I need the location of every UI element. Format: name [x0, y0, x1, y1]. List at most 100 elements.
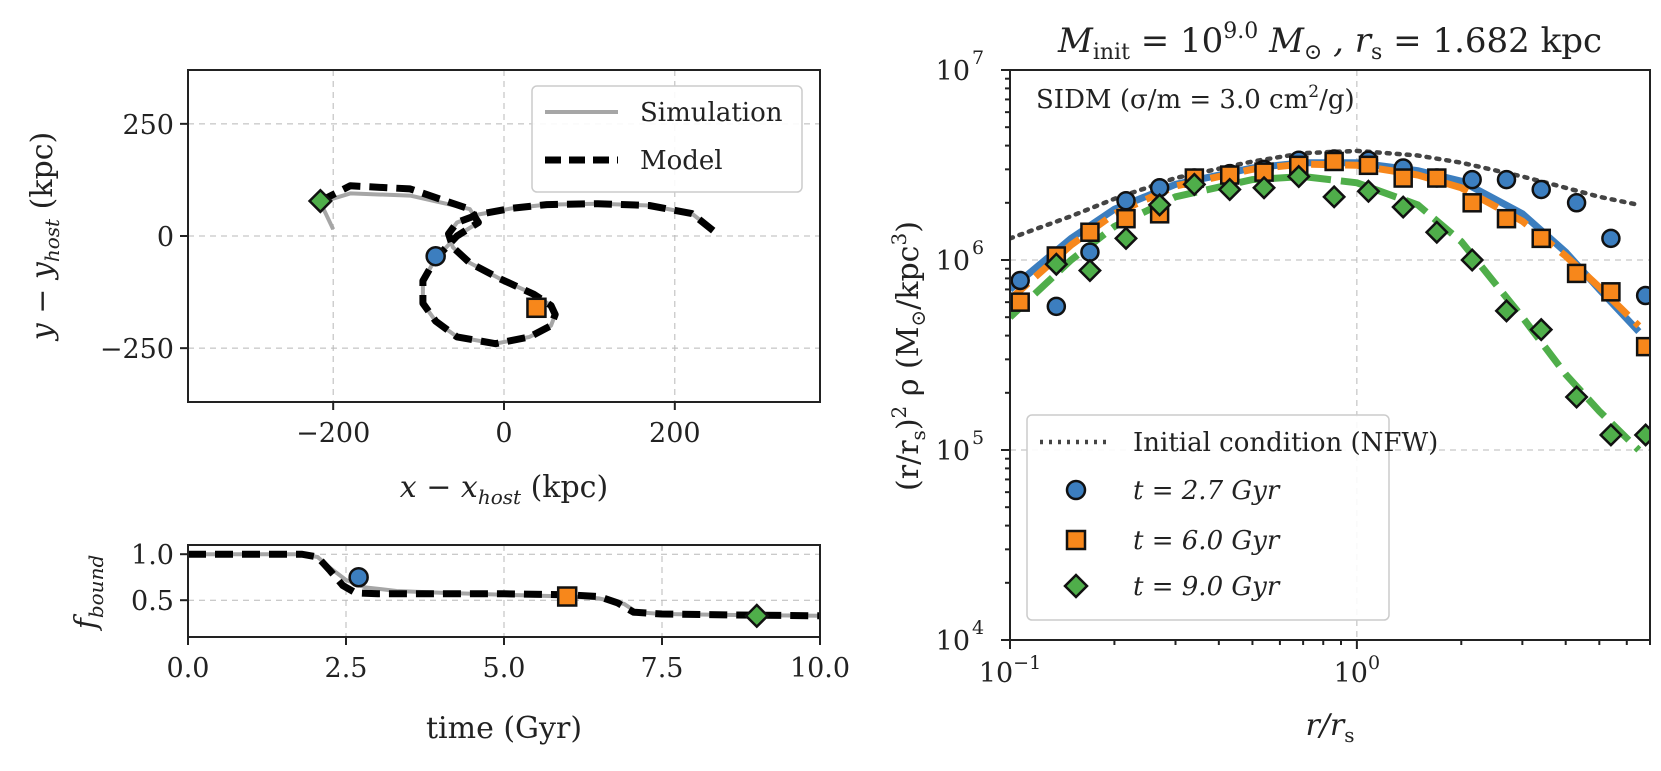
density-point-diamond: [1322, 184, 1347, 209]
bound-fraction-ticks: 0.0 2.5 5.0 7.5 10.0 1.0 0.5: [131, 540, 850, 684]
density-point-circle: [1566, 193, 1587, 213]
density-point-diamond: [1633, 422, 1650, 447]
density-tick-exponent-y: 7: [972, 47, 984, 69]
density-curve-0: [1010, 148, 1642, 241]
density-tick-exponent-y: 4: [972, 617, 984, 639]
density-point-diamond: [1077, 258, 1102, 283]
density-point-diamond: [1494, 298, 1519, 323]
density-point-circle: [1635, 285, 1650, 306]
density-point-circle: [1116, 191, 1136, 211]
bound-fraction-model-line: [188, 550, 820, 620]
density-point-circle: [1531, 179, 1551, 200]
density-curve-2: [1010, 160, 1642, 329]
orbit-panel: −200 0 200 250 0 −250 x − xhost (kpc) y − yho…: [25, 69, 821, 509]
bound-fraction-tick-label-x: 0.0: [167, 653, 210, 684]
legend-t3-marker: [1063, 573, 1089, 599]
orbit-simulation-line: [318, 191, 715, 346]
density-point-square: [1358, 155, 1379, 176]
density-curve-3: [1010, 172, 1642, 453]
orbit-marker-square: [526, 297, 547, 319]
density-point-square: [1324, 151, 1344, 172]
bound-fraction-tick-label-x: 5.0: [483, 653, 526, 684]
density-point-diamond: [1564, 385, 1589, 410]
density-point-square: [1427, 168, 1447, 188]
density-point-circle: [1010, 270, 1030, 291]
density-tick-label-y: 10: [936, 56, 970, 87]
density-frame: [1009, 69, 1651, 641]
density-annotation: SIDM (σ/m = 3.0 cm2/g): [1036, 82, 1355, 115]
bound-fraction-tick-label-y: 0.5: [131, 586, 174, 617]
density-point-square: [1635, 336, 1650, 357]
density-point-diamond: [1252, 175, 1277, 200]
density-plot-area: [975, 148, 1650, 495]
bound-fraction-x-axis-label: time (Gyr): [426, 711, 582, 746]
legend-t1-marker: [1065, 479, 1087, 501]
density-tick-label-x: 10−1: [979, 652, 1041, 689]
legend-model-label: Model: [640, 146, 723, 176]
legend-nfw-label: Initial condition (NFW): [1133, 428, 1438, 458]
density-point-square: [1393, 168, 1413, 188]
density-y-axis-label: (r/rs)2 ρ (M⊙/kpc3): [887, 221, 930, 491]
density-point-square: [1601, 282, 1621, 302]
density-point-circle: [1496, 169, 1517, 190]
orbit-tick-label-y: 0: [157, 222, 174, 253]
density-point-diamond: [975, 475, 995, 495]
bound-fraction-tick-label-y: 1.0: [131, 540, 174, 571]
density-title: Minit = 109.0 M⊙ , rs = 1.682 kpc: [1057, 19, 1602, 65]
bound-fraction-panel: 0.0 2.5 5.0 7.5 10.0 1.0 0.5 time (Gyr) fbound: [69, 540, 850, 746]
density-profile-panel: Minit = 109.0 M⊙ , rs = 1.682 kpc 10−1 10…: [887, 19, 1651, 747]
legend-t3-label: t = 9.0 Gyr: [1133, 572, 1281, 602]
density-point-circle: [1462, 169, 1482, 190]
bound-fraction-marker-diamond: [744, 603, 770, 629]
orbit-tick-label-y: −250: [100, 334, 174, 365]
density-point-diamond: [1598, 422, 1623, 447]
orbit-tick-label-x: 200: [649, 418, 701, 449]
density-tick-label-y: 10: [936, 626, 970, 657]
bound-fraction-marker-circle: [348, 566, 369, 588]
density-point-diamond: [1217, 177, 1242, 202]
orbit-tick-label-x: 0: [495, 418, 512, 449]
density-tick-label-y: 10: [936, 436, 970, 467]
orbit-ticks: −200 0 200 250 0 −250: [100, 110, 701, 449]
density-point-diamond: [1182, 172, 1207, 197]
bound-fraction-tick-label-x: 7.5: [641, 653, 684, 684]
density-point-diamond: [1391, 195, 1416, 220]
orbit-tick-label-y: 250: [122, 110, 174, 141]
bound-fraction-y-axis-label: fbound: [69, 555, 108, 632]
density-point-square: [1462, 193, 1482, 213]
density-tick-exponent-y: 6: [972, 237, 984, 259]
density-point-square: [1566, 263, 1587, 284]
bound-fraction-simulation-line: [188, 552, 820, 618]
orbit-legend: Simulation Model: [531, 85, 803, 193]
density-point-square: [1496, 208, 1517, 229]
density-point-square: [1116, 208, 1136, 229]
density-point-circle: [1080, 242, 1100, 262]
orbit-plot-area: [307, 182, 716, 348]
density-point-square: [1080, 222, 1100, 242]
density-x-axis-label: r/rs: [1305, 708, 1354, 747]
density-tick-label-x: 100: [1334, 652, 1380, 689]
orbit-tick-label-x: −200: [296, 418, 370, 449]
legend-t2-marker: [1065, 529, 1087, 551]
legend-t1-label: t = 2.7 Gyr: [1133, 476, 1281, 506]
density-point-diamond: [1114, 226, 1138, 251]
bound-fraction-tick-label-x: 2.5: [325, 653, 368, 684]
density-point-diamond: [1286, 164, 1311, 189]
density-point-square: [1531, 228, 1551, 249]
orbit-marker-circle: [425, 245, 446, 267]
orbit-y-axis-label: y − yhost (kpc): [25, 132, 64, 342]
bound-fraction-plot-area: [188, 550, 820, 629]
bound-fraction-marker-square: [556, 586, 578, 607]
density-point-diamond: [1529, 317, 1554, 342]
density-point-diamond: [1044, 252, 1069, 277]
orbit-model-line: [318, 182, 716, 348]
bound-fraction-tick-label-x: 10.0: [790, 653, 850, 684]
orbit-x-axis-label: x − xhost (kpc): [400, 470, 608, 509]
density-point-square: [1010, 292, 1030, 312]
density-point-diamond: [1147, 192, 1172, 217]
density-point-circle: [1046, 296, 1067, 317]
density-point-diamond: [1356, 179, 1381, 204]
density-point-circle: [1601, 228, 1621, 249]
